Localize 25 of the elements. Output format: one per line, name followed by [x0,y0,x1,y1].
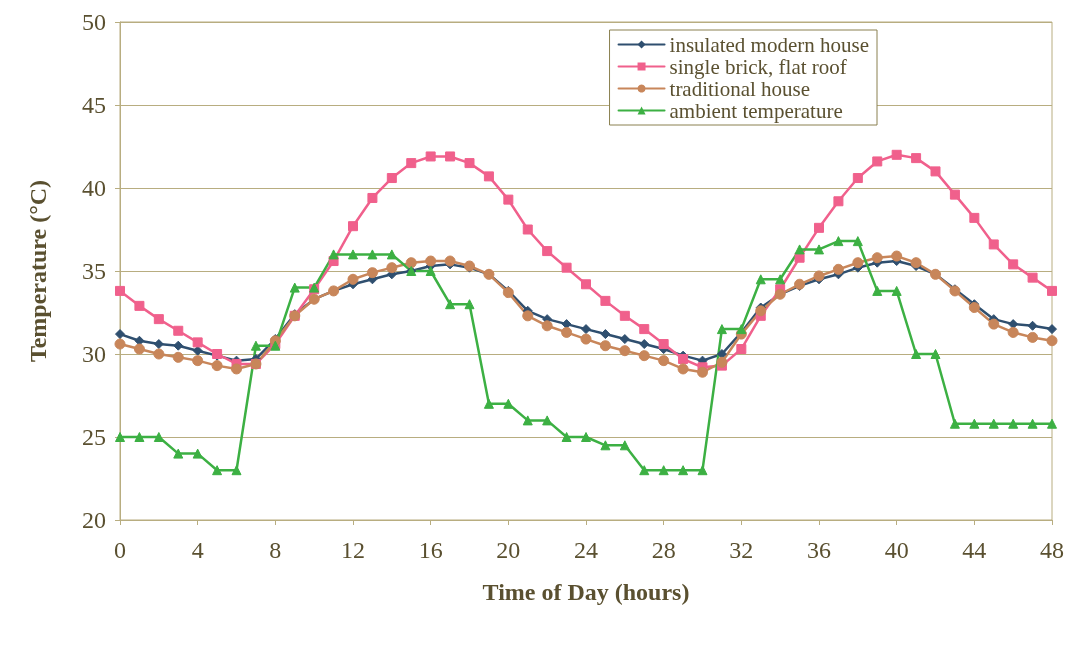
x-tick-label: 16 [418,537,443,563]
x-tick-label: 12 [341,537,365,563]
y-tick-label: 50 [82,9,106,35]
x-tick-label: 4 [191,537,204,563]
y-tick-label: 25 [82,424,106,450]
x-tick-label: 36 [807,537,831,563]
y-axis-title: Temperature (°C) [25,179,51,363]
y-tick-label: 40 [82,175,106,201]
x-tick-label: 24 [574,537,598,563]
x-tick-label: 48 [1040,537,1064,563]
y-tick-label: 20 [82,507,106,533]
y-tick-label: 35 [82,258,106,284]
legend-label: insulated modern house [669,32,870,57]
x-tick-label: 8 [269,537,282,563]
x-tick-label: 28 [651,537,676,563]
legend-label: ambient temperature [669,98,843,123]
x-tick-label: 40 [884,537,909,563]
x-tick-label: 44 [962,537,987,563]
x-tick-label: 20 [496,537,521,563]
legend-label: single brick, flat roof [669,54,847,79]
x-tick-label: 0 [114,537,126,563]
y-tick-label: 30 [82,341,106,367]
x-axis-title: Time of Day (hours) [482,579,690,605]
x-tick-label: 32 [729,537,754,563]
y-tick-label: 45 [82,92,106,118]
